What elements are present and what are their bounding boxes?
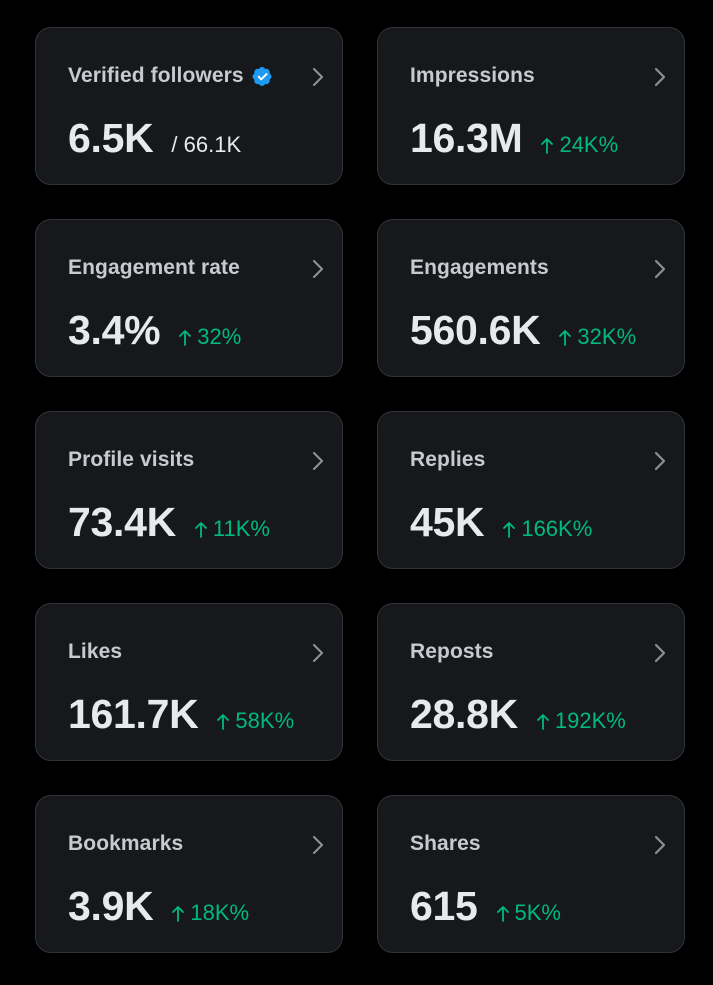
card-title: Shares — [410, 832, 481, 856]
card-title: Engagement rate — [68, 256, 240, 280]
chevron-right-icon — [654, 451, 666, 471]
metric-change-label: 32% — [197, 324, 242, 349]
metric-change-label: 24K% — [559, 132, 619, 157]
card-title-label: Verified followers — [68, 64, 244, 87]
chevron-right-icon — [654, 259, 666, 279]
arrow-up-icon — [217, 714, 230, 730]
card-shares[interactable]: Shares 615 5K% — [377, 795, 685, 953]
metric-value: 3.4% — [68, 307, 161, 353]
card-verified-followers[interactable]: Verified followers 6.5K / 66.1K — [35, 27, 343, 185]
card-profile-visits[interactable]: Profile visits 73.4K 11K% — [35, 411, 343, 569]
metric-total: / 66.1K — [171, 132, 242, 157]
card-title-label: Replies — [410, 448, 486, 471]
card-engagements[interactable]: Engagements 560.6K 32K% — [377, 219, 685, 377]
chevron-right-icon — [312, 451, 324, 471]
arrow-up-icon — [195, 522, 207, 538]
metric-change-label: 58K% — [235, 708, 295, 733]
metric-change-label: 11K% — [212, 516, 270, 541]
metric-change-label: 192K% — [554, 708, 626, 733]
value-row: 73.4K 11K% — [68, 498, 270, 546]
card-title: Engagements — [410, 256, 549, 280]
metric-value: 73.4K — [68, 499, 176, 545]
chevron-right-icon — [312, 67, 324, 87]
value-row: 16.3M 24K% — [410, 114, 618, 162]
metric-change-label: 5K% — [514, 900, 561, 925]
value-row: 560.6K 32K% — [410, 306, 636, 354]
chevron-right-icon — [654, 835, 666, 855]
chevron-right-icon — [312, 835, 324, 855]
metric-change-label: 32K% — [577, 324, 637, 349]
metric-value: 28.8K — [410, 691, 518, 737]
metric-value: 560.6K — [410, 307, 541, 353]
card-title: Reposts — [410, 640, 494, 664]
card-title-label: Reposts — [410, 640, 494, 663]
value-row: 161.7K 58K% — [68, 690, 294, 738]
value-row: 28.8K 192K% — [410, 690, 626, 738]
card-title-label: Impressions — [410, 64, 535, 87]
value-row: 615 5K% — [410, 882, 561, 930]
value-row: 3.9K 18K% — [68, 882, 249, 930]
metric-change-label: 18K% — [190, 900, 250, 925]
card-title-label: Bookmarks — [68, 832, 184, 855]
metric-change: 166K% — [502, 516, 592, 542]
card-title: Impressions — [410, 64, 535, 88]
metric-change: 58K% — [216, 708, 294, 734]
metric-value: 45K — [410, 499, 485, 545]
chevron-right-icon — [312, 259, 324, 279]
value-row: 6.5K / 66.1K — [68, 114, 241, 162]
metric-value: 161.7K — [68, 691, 199, 737]
card-title: Likes — [68, 640, 122, 664]
arrow-up-icon — [172, 906, 185, 922]
card-title-label: Engagements — [410, 256, 549, 279]
verified-badge-icon — [252, 66, 272, 86]
card-title: Replies — [410, 448, 485, 472]
card-engagement-rate[interactable]: Engagement rate 3.4% 32% — [35, 219, 343, 377]
card-title: Bookmarks — [68, 832, 183, 856]
arrow-up-icon — [559, 330, 572, 346]
chevron-right-icon — [654, 67, 666, 87]
arrow-up-icon — [496, 906, 509, 922]
card-title-label: Likes — [68, 640, 123, 663]
metric-value: 6.5K — [68, 115, 154, 161]
arrow-up-icon — [503, 522, 516, 538]
card-likes[interactable]: Likes 161.7K 58K% — [35, 603, 343, 761]
card-reposts[interactable]: Reposts 28.8K 192K% — [377, 603, 685, 761]
card-impressions[interactable]: Impressions 16.3M 24K% — [377, 27, 685, 185]
card-replies[interactable]: Replies 45K 166K% — [377, 411, 685, 569]
card-title-label: Engagement rate — [68, 256, 240, 279]
metric-change: 192K% — [536, 708, 626, 734]
metric-change: 24K% — [540, 132, 618, 158]
chevron-right-icon — [312, 643, 324, 663]
metrics-grid: Verified followers 6.5K / 66.1K Impressi… — [35, 27, 685, 953]
value-row: 3.4% 32% — [68, 306, 241, 354]
metric-change-label: 166K% — [521, 516, 593, 541]
arrow-up-icon — [541, 138, 554, 154]
metric-change: 32K% — [558, 324, 636, 350]
metric-value: 16.3M — [410, 115, 523, 161]
card-bookmarks[interactable]: Bookmarks 3.9K 18K% — [35, 795, 343, 953]
value-row: 45K 166K% — [410, 498, 592, 546]
arrow-up-icon — [537, 714, 549, 730]
card-title-label: Profile visits — [68, 448, 195, 471]
metric-change: 11K% — [194, 516, 270, 542]
arrow-up-icon — [179, 330, 192, 346]
card-title: Verified followers — [68, 64, 273, 88]
metric-value: 615 — [410, 883, 478, 929]
chevron-right-icon — [654, 643, 666, 663]
metric-change: 32% — [178, 324, 241, 350]
metric-change: 18K% — [171, 900, 249, 926]
metric-value: 3.9K — [68, 883, 154, 929]
card-title: Profile visits — [68, 448, 194, 472]
metric-change: 5K% — [496, 900, 561, 926]
card-title-label: Shares — [410, 832, 481, 855]
